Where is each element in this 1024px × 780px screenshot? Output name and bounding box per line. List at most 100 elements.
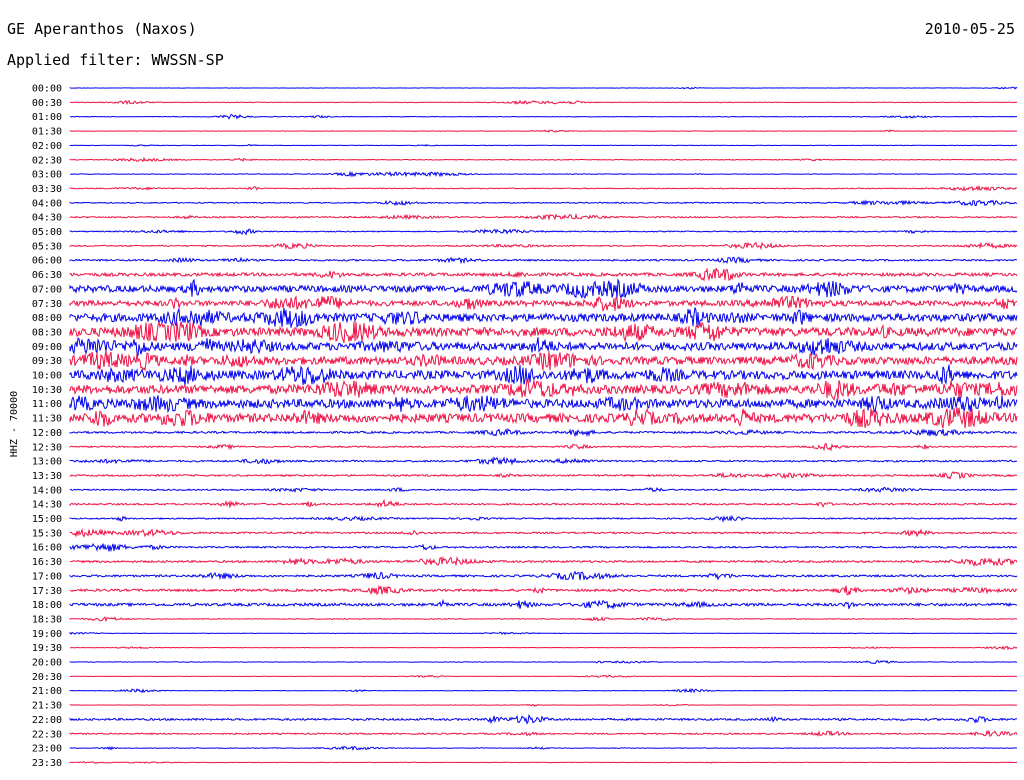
time-tick-label: 03:00: [32, 170, 62, 181]
trace-line: [69, 527, 1018, 538]
date-label: 2010-05-25: [924, 20, 1015, 38]
trace-line: [69, 320, 1018, 343]
time-tick-label: 17:30: [32, 586, 62, 597]
trace-line: [69, 212, 1018, 221]
trace-line: [69, 228, 1018, 236]
trace-line: [70, 555, 1018, 567]
trace-line: [69, 337, 1018, 357]
time-tick-label: 10:00: [32, 371, 62, 382]
trace-line: [69, 514, 1018, 524]
trace-line: [69, 350, 1018, 372]
trace-line: [69, 378, 1018, 401]
time-tick-label: 04:00: [32, 198, 62, 209]
time-tick-label: 12:30: [32, 442, 62, 453]
trace-line: [69, 729, 1018, 737]
time-tick-label: 11:30: [32, 414, 62, 425]
time-tick-label: 14:30: [32, 500, 62, 511]
time-tick-label: 09:30: [32, 356, 62, 367]
time-tick-label: 06:00: [32, 256, 62, 267]
trace-line: [69, 570, 1018, 581]
time-tick-label: 18:00: [32, 600, 62, 611]
time-tick-label: 20:00: [32, 658, 62, 669]
time-tick-label: 06:30: [32, 270, 62, 281]
trace-line: [69, 86, 1018, 90]
y-axis-label: HHZ - 70000: [9, 391, 20, 457]
trace-line: [69, 674, 1018, 678]
time-tick-label: 05:00: [32, 227, 62, 238]
trace-line: [69, 486, 1018, 493]
time-tick-label: 00:30: [32, 98, 62, 109]
trace-line: [69, 598, 1018, 610]
trace-line: [69, 184, 1018, 192]
time-tick-label: 07:00: [32, 284, 62, 295]
trace-line: [69, 143, 1018, 147]
trace-line: [69, 156, 1018, 163]
trace-line: [69, 631, 1018, 636]
trace-line: [69, 713, 1018, 725]
trace-line: [69, 584, 1018, 596]
time-tick-label: 22:00: [32, 715, 62, 726]
time-tick-label: 21:00: [32, 686, 62, 697]
station-title: GE Aperanthos (Naxos): [7, 20, 197, 38]
trace-line: [69, 703, 1017, 707]
trace-line: [69, 278, 1018, 300]
time-tick-label: 11:00: [32, 399, 62, 410]
trace-line: [69, 456, 1018, 466]
trace-line: [69, 407, 1018, 429]
time-tick-label: 03:30: [32, 184, 62, 195]
trace-line: [70, 99, 1018, 106]
time-tick-label: 18:30: [32, 614, 62, 625]
trace-line: [69, 616, 1018, 623]
time-tick-label: 08:00: [32, 313, 62, 324]
time-tick-label: 23:30: [32, 758, 62, 769]
time-tick-label: 14:00: [32, 485, 62, 496]
trace-line: [69, 428, 1018, 438]
trace-line: [69, 364, 1018, 386]
time-tick-label: 16:30: [32, 557, 62, 568]
trace-line: [69, 442, 1018, 452]
trace-line: [69, 129, 1018, 133]
trace-line: [69, 256, 1018, 265]
time-tick-label: 01:30: [32, 127, 62, 138]
seismic-traces: [69, 86, 1018, 764]
time-tick-label: 21:30: [32, 701, 62, 712]
trace-line: [69, 395, 1018, 414]
time-tick-label: 12:00: [32, 428, 62, 439]
trace-line: [69, 745, 1017, 752]
time-tick-label: 00:00: [32, 84, 62, 95]
time-tick-label: 10:30: [32, 385, 62, 396]
time-tick-label: 20:30: [32, 672, 62, 683]
trace-line: [69, 542, 1018, 553]
time-tick-label: 15:30: [32, 528, 62, 539]
trace-line: [69, 267, 1018, 282]
trace-line: [69, 241, 1018, 251]
trace-line: [69, 307, 1018, 328]
time-tick-label: 02:30: [32, 155, 62, 166]
trace-line: [69, 659, 1017, 665]
time-tick-label: 19:30: [32, 643, 62, 654]
time-tick-label: 02:00: [32, 141, 62, 152]
trace-line: [69, 688, 1018, 694]
time-tick-label: 07:30: [32, 299, 62, 310]
time-tick-label: 04:30: [32, 213, 62, 224]
time-tick-label: 09:00: [32, 342, 62, 353]
time-tick-label: 23:00: [32, 744, 62, 755]
trace-line: [69, 761, 1018, 764]
time-tick-label: 13:30: [32, 471, 62, 482]
trace-line: [69, 113, 1018, 120]
time-tick-label: 05:30: [32, 241, 62, 252]
trace-line: [69, 471, 1018, 480]
time-tick-label: 17:00: [32, 571, 62, 582]
time-tick-label: 08:30: [32, 327, 62, 338]
time-tick-label: 01:00: [32, 112, 62, 123]
trace-line: [69, 498, 1018, 508]
time-axis: 00:00 00:30 01:00 01:30 02:00 02:30 03:00 03:30…: [32, 84, 62, 769]
trace-line: [69, 295, 1018, 312]
trace-line: [69, 199, 1018, 207]
time-tick-label: 22:30: [32, 729, 62, 740]
time-tick-label: 19:00: [32, 629, 62, 640]
filter-label: Applied filter: WWSSN-SP: [7, 51, 224, 69]
time-tick-label: 15:00: [32, 514, 62, 525]
trace-line: [70, 170, 1018, 178]
